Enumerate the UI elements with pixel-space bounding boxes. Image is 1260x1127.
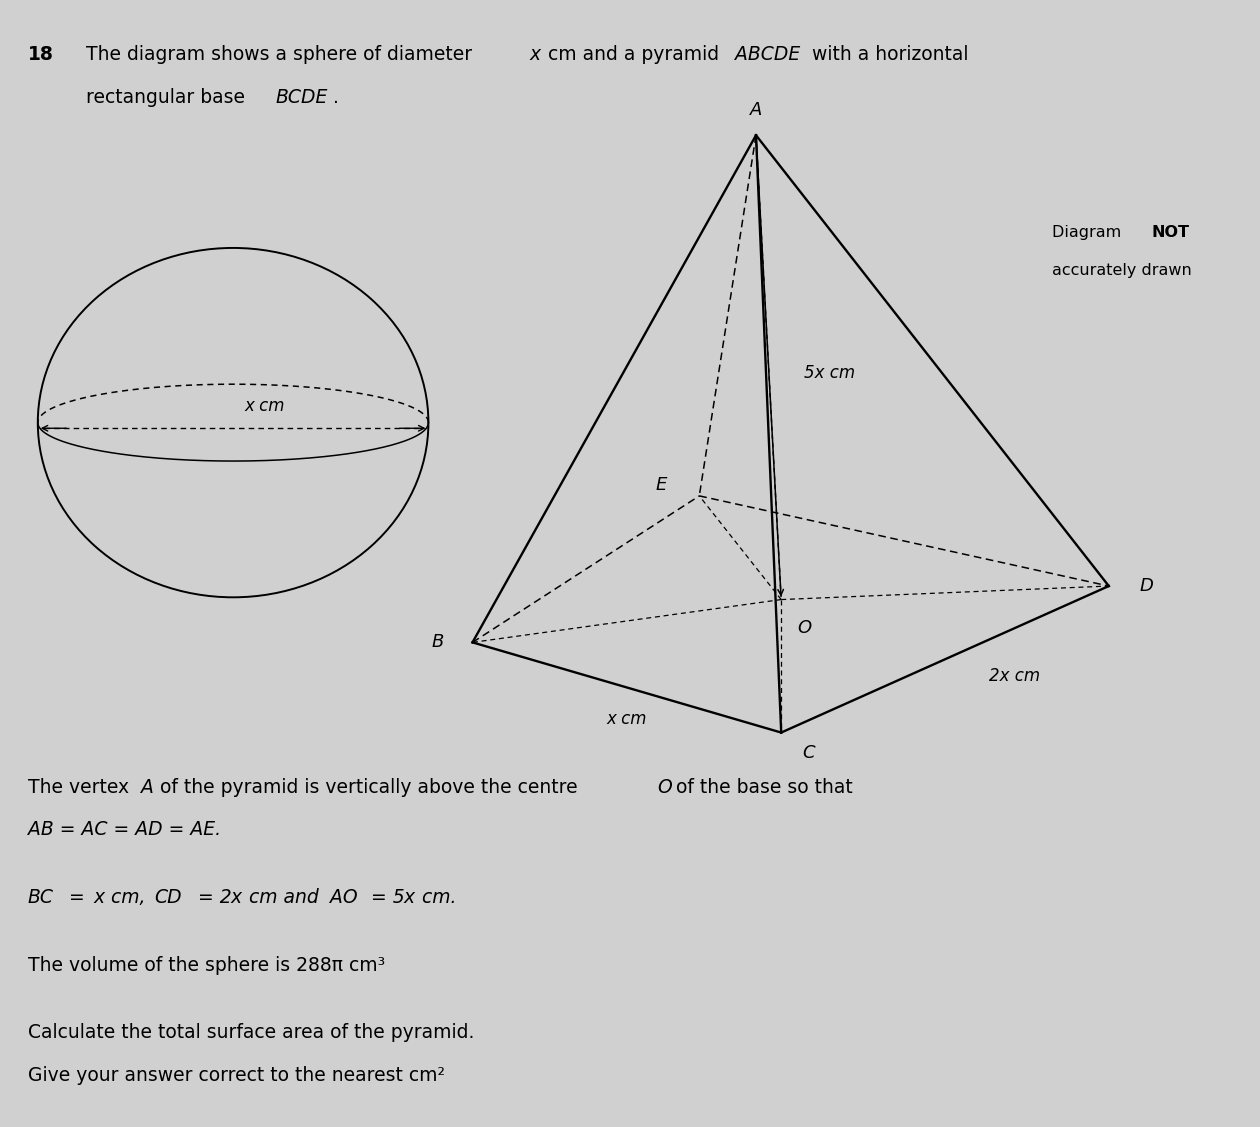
Text: E: E bbox=[655, 476, 668, 494]
Text: NOT: NOT bbox=[1152, 225, 1189, 240]
Text: with a horizontal: with a horizontal bbox=[806, 45, 969, 64]
Text: cm and: cm and bbox=[243, 888, 325, 907]
Text: accurately drawn: accurately drawn bbox=[1052, 263, 1192, 277]
Text: O: O bbox=[796, 619, 811, 637]
Text: 2x cm: 2x cm bbox=[989, 667, 1040, 685]
Text: =: = bbox=[63, 888, 91, 907]
Text: CD: CD bbox=[154, 888, 181, 907]
Text: The diagram shows a sphere of diameter: The diagram shows a sphere of diameter bbox=[86, 45, 478, 64]
Text: AO: AO bbox=[330, 888, 358, 907]
Text: A: A bbox=[141, 778, 154, 797]
Text: of the base so that: of the base so that bbox=[670, 778, 853, 797]
Text: Diagram: Diagram bbox=[1052, 225, 1126, 240]
Text: x: x bbox=[93, 888, 105, 907]
Text: x cm: x cm bbox=[244, 397, 285, 415]
Text: cm.: cm. bbox=[416, 888, 456, 907]
Text: Calculate the total surface area of the pyramid.: Calculate the total surface area of the … bbox=[28, 1023, 474, 1042]
Text: D: D bbox=[1139, 577, 1154, 595]
Text: x: x bbox=[231, 888, 242, 907]
Text: C: C bbox=[803, 744, 815, 762]
Text: O: O bbox=[658, 778, 673, 797]
Text: AB = AC = AD = AE.: AB = AC = AD = AE. bbox=[28, 820, 220, 840]
Text: BCDE: BCDE bbox=[276, 88, 329, 107]
Text: rectangular base: rectangular base bbox=[86, 88, 251, 107]
Text: A: A bbox=[750, 101, 762, 119]
Text: 5x cm: 5x cm bbox=[804, 364, 854, 382]
Text: x: x bbox=[529, 45, 541, 64]
Text: BC: BC bbox=[28, 888, 54, 907]
Text: = 5: = 5 bbox=[365, 888, 404, 907]
Text: .: . bbox=[333, 88, 339, 107]
Text: of the pyramid is vertically above the centre: of the pyramid is vertically above the c… bbox=[154, 778, 583, 797]
Text: x: x bbox=[403, 888, 415, 907]
Text: x cm: x cm bbox=[606, 710, 648, 728]
Text: B: B bbox=[431, 633, 444, 651]
Text: cm and a pyramid: cm and a pyramid bbox=[542, 45, 724, 64]
Text: ABCDE: ABCDE bbox=[735, 45, 800, 64]
Text: = 2: = 2 bbox=[192, 888, 231, 907]
Text: 18: 18 bbox=[28, 45, 54, 64]
Text: cm,: cm, bbox=[105, 888, 158, 907]
Text: The volume of the sphere is 288π cm³: The volume of the sphere is 288π cm³ bbox=[28, 956, 386, 975]
Text: The vertex: The vertex bbox=[28, 778, 135, 797]
Text: Give your answer correct to the nearest cm²: Give your answer correct to the nearest … bbox=[28, 1066, 445, 1085]
